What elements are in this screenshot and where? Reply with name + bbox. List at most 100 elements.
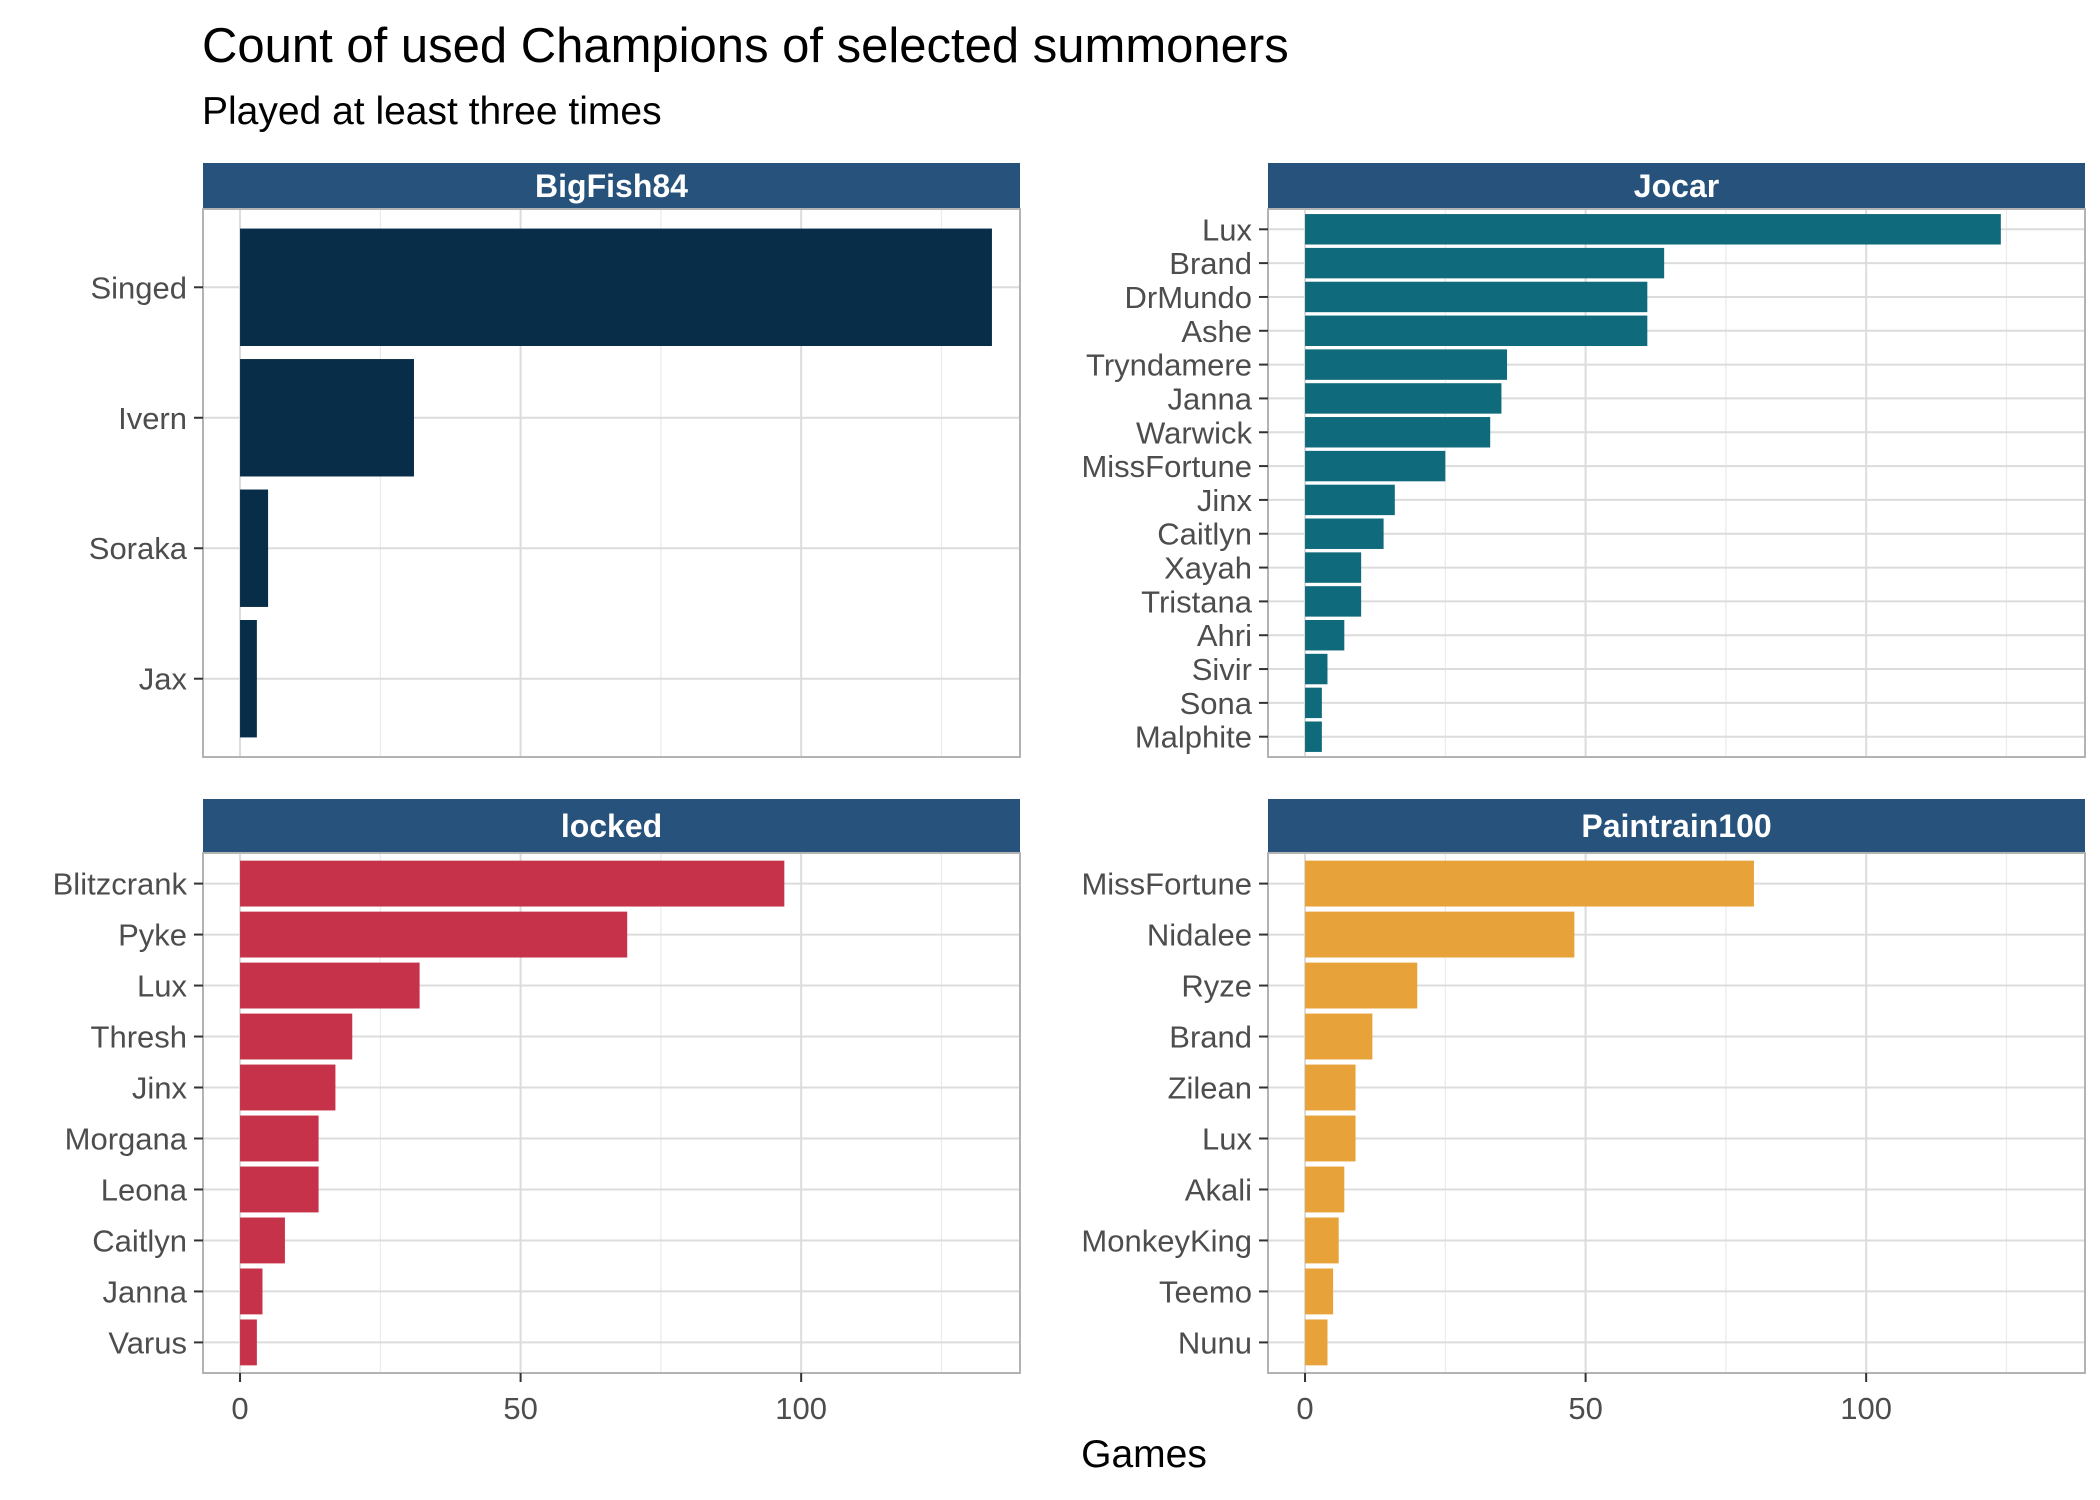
y-tick-label: Jinx xyxy=(132,1071,188,1106)
y-tick-label: Jax xyxy=(139,662,188,697)
x-tick-label: 100 xyxy=(775,1391,827,1426)
y-tick-label: Tryndamere xyxy=(1086,348,1252,383)
y-tick-label: Teemo xyxy=(1159,1274,1252,1309)
bar-Caitlyn xyxy=(240,1217,285,1264)
x-tick-label: 50 xyxy=(1568,1391,1602,1426)
chart-title: Count of used Champions of selected summ… xyxy=(202,19,1289,73)
y-tick-label: Xayah xyxy=(1164,551,1252,586)
x-tick-label: 50 xyxy=(503,1391,537,1426)
bar-Xayah xyxy=(1305,552,1362,583)
bar-Malphite xyxy=(1305,721,1322,752)
y-tick-label: Sona xyxy=(1180,686,1253,721)
bar-Tristana xyxy=(1305,586,1362,617)
bar-Warwick xyxy=(1305,417,1491,448)
bar-Zilean xyxy=(1305,1064,1356,1111)
bar-Varus xyxy=(240,1319,257,1366)
bar-Soraka xyxy=(240,489,269,607)
y-tick-label: Soraka xyxy=(89,531,188,566)
bar-DrMundo xyxy=(1305,281,1648,313)
bar-Teemo xyxy=(1305,1268,1334,1315)
bar-Tryndamere xyxy=(1305,349,1508,380)
panel-border xyxy=(1267,852,2086,1374)
y-tick-label: Jinx xyxy=(1197,483,1253,518)
facet-strip xyxy=(1268,163,2085,209)
bar-Sona xyxy=(1305,687,1322,719)
y-tick-label: Ahri xyxy=(1197,618,1252,653)
bar-Pyke xyxy=(240,911,628,958)
facet-panel-Jocar: Jocar LuxBrandDrMundoAsheTryndamereJannaW… xyxy=(1081,163,2086,758)
bar-Singed xyxy=(240,228,992,346)
bar-Jinx xyxy=(240,1064,336,1111)
y-tick-label: Singed xyxy=(90,270,187,305)
facet-strip-label: Jocar xyxy=(1634,168,1719,204)
y-tick-label: DrMundo xyxy=(1125,280,1253,315)
bar-Lux xyxy=(1305,214,2001,245)
y-tick-label: Tristana xyxy=(1141,584,1253,619)
y-tick-label: Warwick xyxy=(1136,415,1252,450)
bar-Leona xyxy=(240,1166,319,1213)
y-tick-label: Leona xyxy=(101,1172,188,1207)
y-tick-label: Lux xyxy=(1202,212,1252,247)
bar-Morgana xyxy=(240,1115,319,1162)
facet-strip-label: Paintrain100 xyxy=(1581,808,1771,844)
bar-Ahri xyxy=(1305,620,1345,651)
y-tick-label: Morgana xyxy=(65,1121,188,1156)
x-axis-label: Games xyxy=(1081,1433,1207,1476)
facet-panel-BigFish84: BigFish84 Singed Ivern Soraka Jax xyxy=(89,163,1021,758)
x-tick-label: 0 xyxy=(1296,1391,1313,1426)
bar-Ryze xyxy=(1305,962,1418,1009)
bar-Blitzcrank xyxy=(240,860,785,907)
bar-Nunu xyxy=(1305,1319,1328,1366)
y-tick-label: Thresh xyxy=(91,1020,187,1055)
bar-Lux xyxy=(240,962,420,1009)
panel-border xyxy=(1267,208,2086,758)
panel-border xyxy=(202,852,1021,1374)
y-tick-label: Malphite xyxy=(1135,720,1252,755)
y-tick-label: Ryze xyxy=(1181,969,1252,1004)
y-tick-label: Lux xyxy=(137,969,187,1004)
bar-Ashe xyxy=(1305,315,1648,346)
y-tick-label: Zilean xyxy=(1168,1071,1252,1106)
facet-strip-label: locked xyxy=(561,808,662,844)
facet-strip xyxy=(203,163,1020,209)
facet-strip-label: BigFish84 xyxy=(535,168,688,204)
bar-Janna xyxy=(240,1268,263,1315)
y-tick-label: Janna xyxy=(1168,381,1253,416)
bar-Thresh xyxy=(240,1013,353,1060)
chart-subtitle: Played at least three times xyxy=(202,90,662,133)
bar-Lux xyxy=(1305,1115,1356,1162)
facet-strip xyxy=(203,799,1020,853)
y-tick-label: Caitlyn xyxy=(92,1223,187,1258)
y-tick-label: Caitlyn xyxy=(1157,517,1252,552)
y-tick-label: Varus xyxy=(108,1325,187,1360)
bar-Akali xyxy=(1305,1166,1345,1213)
bar-Brand xyxy=(1305,247,1665,279)
bar-MissFortune xyxy=(1305,450,1446,482)
y-tick-label: Blitzcrank xyxy=(53,867,188,902)
y-tick-label: Nunu xyxy=(1178,1325,1252,1360)
y-tick-label: Nidalee xyxy=(1147,918,1252,953)
y-tick-label: Lux xyxy=(1202,1121,1252,1156)
bar-MonkeyKing xyxy=(1305,1217,1339,1264)
y-tick-label: Sivir xyxy=(1192,652,1252,687)
y-tick-label: Ivern xyxy=(118,401,187,436)
bar-Jinx xyxy=(1305,484,1395,516)
y-tick-label: MonkeyKing xyxy=(1081,1223,1252,1258)
x-tick-label: 100 xyxy=(1840,1391,1892,1426)
bar-MissFortune xyxy=(1305,860,1754,907)
x-tick-label: 0 xyxy=(231,1391,248,1426)
y-tick-label: Brand xyxy=(1169,1020,1252,1055)
facet-panel-locked: locked Blitzcrank Pyke Lux Thresh Jinx Morgana… xyxy=(53,799,1021,1426)
y-tick-label: Pyke xyxy=(118,918,187,953)
bar-Caitlyn xyxy=(1305,518,1384,549)
bar-Jax xyxy=(240,620,257,738)
facet-panel-Paintrain100: Paintrain100 MissFortune Nidalee Ryze Brand Z… xyxy=(1081,799,2086,1426)
y-tick-label: Brand xyxy=(1169,246,1252,281)
y-tick-label: Akali xyxy=(1185,1172,1252,1207)
facet-strip xyxy=(1268,799,2085,853)
bar-Sivir xyxy=(1305,653,1328,685)
y-tick-label: Janna xyxy=(103,1274,188,1309)
bar-Nidalee xyxy=(1305,911,1575,958)
panel-border xyxy=(202,208,1021,758)
